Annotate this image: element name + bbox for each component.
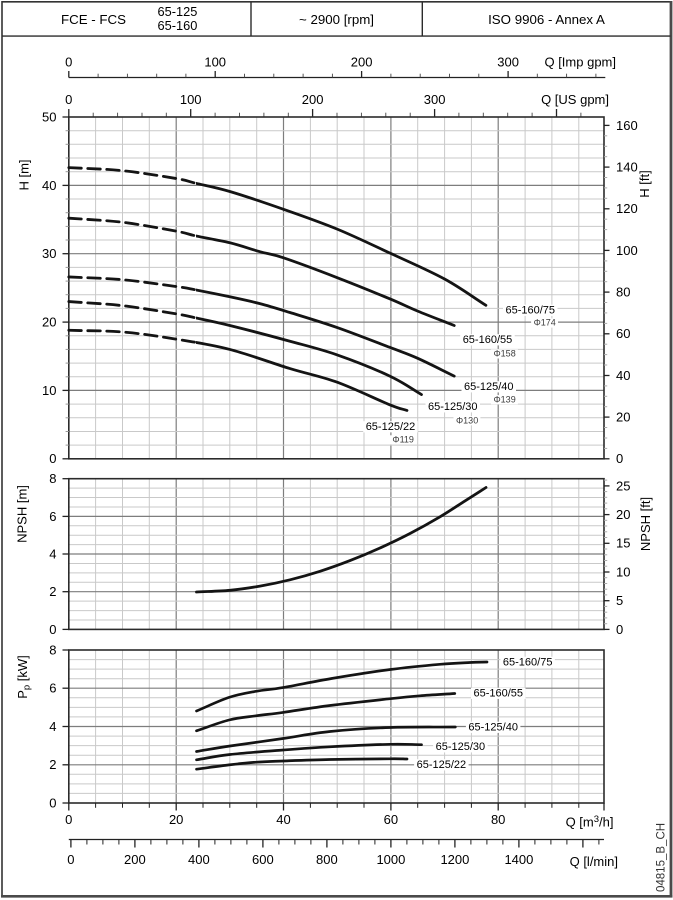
svg-text:50: 50 <box>42 109 56 124</box>
svg-text:04815_B_CH: 04815_B_CH <box>656 823 668 892</box>
svg-text:80: 80 <box>616 285 630 300</box>
svg-text:0: 0 <box>65 812 72 827</box>
svg-text:Φ158: Φ158 <box>494 349 516 359</box>
svg-text:FCE - FCS: FCE - FCS <box>61 12 126 27</box>
svg-text:4: 4 <box>49 719 56 734</box>
svg-text:1400: 1400 <box>504 852 533 867</box>
svg-text:1000: 1000 <box>376 852 405 867</box>
svg-text:0: 0 <box>49 451 56 466</box>
svg-text:H [ft]: H [ft] <box>637 170 652 197</box>
svg-text:80: 80 <box>491 812 505 827</box>
svg-text:NPSH [m]: NPSH [m] <box>15 485 30 543</box>
svg-text:100: 100 <box>180 92 202 107</box>
svg-text:25: 25 <box>616 478 630 493</box>
svg-text:0: 0 <box>616 622 623 637</box>
svg-text:2: 2 <box>49 584 56 599</box>
svg-text:Φ119: Φ119 <box>392 435 414 445</box>
svg-text:1200: 1200 <box>440 852 469 867</box>
svg-text:20: 20 <box>616 507 630 522</box>
svg-text:200: 200 <box>124 852 146 867</box>
svg-text:Q [Imp gpm]: Q [Imp gpm] <box>544 55 616 70</box>
svg-text:NPSH [ft]: NPSH [ft] <box>638 497 653 551</box>
svg-text:0: 0 <box>49 622 56 637</box>
svg-text:6: 6 <box>49 681 56 696</box>
svg-text:8: 8 <box>49 471 56 486</box>
svg-text:~ 2900 [rpm]: ~ 2900 [rpm] <box>299 12 374 27</box>
svg-text:0: 0 <box>616 451 623 466</box>
svg-text:ISO 9906 - Annex A: ISO 9906 - Annex A <box>488 12 605 27</box>
svg-text:40: 40 <box>616 368 630 383</box>
svg-text:6: 6 <box>49 509 56 524</box>
svg-text:10: 10 <box>42 383 56 398</box>
svg-text:300: 300 <box>497 55 519 70</box>
svg-text:65-125/40: 65-125/40 <box>464 381 514 393</box>
svg-text:Pp [kW]: Pp [kW] <box>15 655 33 699</box>
svg-text:65-125/40: 65-125/40 <box>468 722 518 734</box>
svg-text:20: 20 <box>169 812 183 827</box>
svg-text:Φ174: Φ174 <box>534 318 556 328</box>
svg-text:65-125/30: 65-125/30 <box>428 401 478 413</box>
svg-text:60: 60 <box>616 326 630 341</box>
svg-text:400: 400 <box>188 852 210 867</box>
svg-text:100: 100 <box>616 243 638 258</box>
svg-text:5: 5 <box>616 593 623 608</box>
svg-text:65-125/22: 65-125/22 <box>366 421 416 433</box>
svg-text:65-160/55: 65-160/55 <box>474 688 524 700</box>
svg-text:Φ130: Φ130 <box>456 415 478 425</box>
svg-text:0: 0 <box>49 795 56 810</box>
svg-text:65-125/30: 65-125/30 <box>436 741 486 753</box>
svg-text:120: 120 <box>616 201 638 216</box>
svg-text:140: 140 <box>616 160 638 175</box>
svg-text:65-125: 65-125 <box>158 4 198 19</box>
svg-text:0: 0 <box>65 55 72 70</box>
svg-text:65-125/22: 65-125/22 <box>417 759 467 771</box>
svg-text:800: 800 <box>316 852 338 867</box>
svg-text:H [m]: H [m] <box>17 159 32 190</box>
svg-text:0: 0 <box>65 92 72 107</box>
svg-text:15: 15 <box>616 536 630 551</box>
svg-text:10: 10 <box>616 564 630 579</box>
svg-text:600: 600 <box>252 852 274 867</box>
svg-text:65-160/75: 65-160/75 <box>503 657 553 669</box>
svg-text:Φ139: Φ139 <box>494 394 516 404</box>
svg-text:Q [l/min]: Q [l/min] <box>570 854 618 869</box>
svg-text:65-160/55: 65-160/55 <box>463 334 513 346</box>
svg-text:200: 200 <box>351 55 373 70</box>
svg-text:Q [US gpm]: Q [US gpm] <box>541 92 609 107</box>
svg-text:65-160: 65-160 <box>158 18 198 33</box>
svg-text:0: 0 <box>67 852 74 867</box>
svg-text:40: 40 <box>276 812 290 827</box>
svg-text:8: 8 <box>49 642 56 657</box>
svg-text:20: 20 <box>616 410 630 425</box>
svg-text:4: 4 <box>49 546 56 561</box>
svg-text:30: 30 <box>42 246 56 261</box>
svg-text:300: 300 <box>424 92 446 107</box>
svg-text:65-160/75: 65-160/75 <box>506 305 556 317</box>
svg-text:40: 40 <box>42 178 56 193</box>
svg-text:160: 160 <box>616 118 638 133</box>
svg-text:100: 100 <box>204 55 226 70</box>
svg-text:200: 200 <box>302 92 324 107</box>
svg-text:2: 2 <box>49 757 56 772</box>
svg-text:60: 60 <box>384 812 398 827</box>
svg-text:20: 20 <box>42 315 56 330</box>
svg-text:Q [m3/h]: Q [m3/h] <box>566 814 614 830</box>
